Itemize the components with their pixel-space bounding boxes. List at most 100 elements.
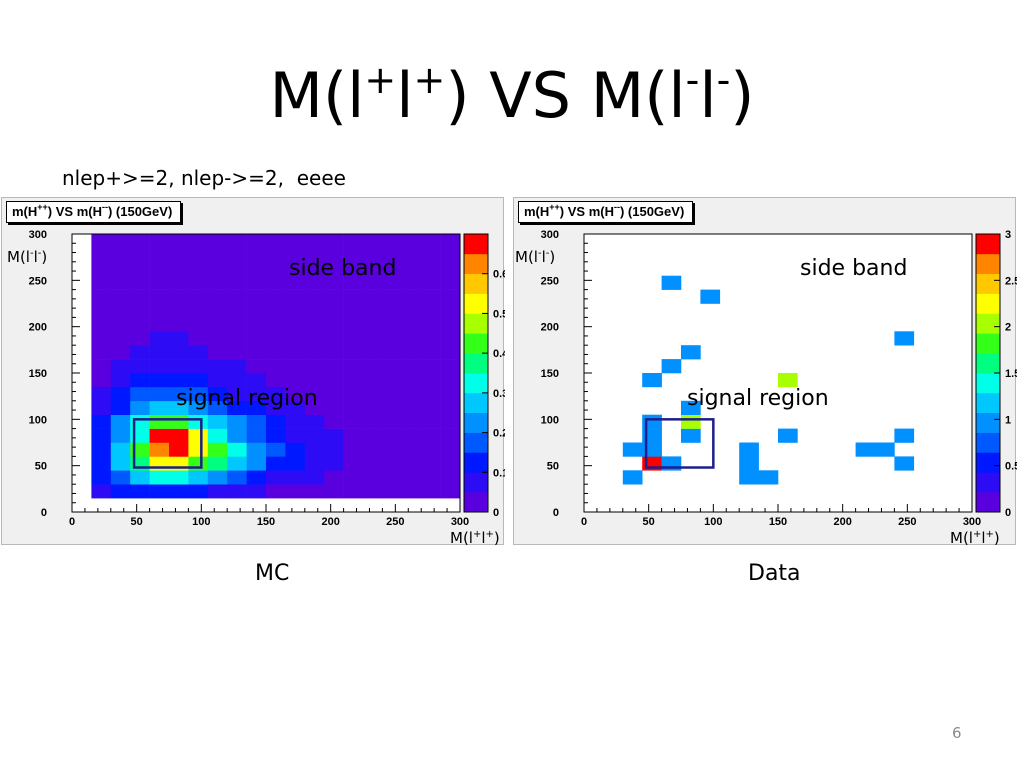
data-x-tick-label: 100 bbox=[704, 516, 722, 528]
mc-bin bbox=[401, 303, 422, 318]
mc-bin bbox=[246, 261, 267, 276]
mc-color-scale-band bbox=[464, 432, 488, 453]
mc-bin bbox=[324, 442, 344, 457]
mc-bin bbox=[227, 428, 247, 443]
data-bin bbox=[739, 442, 759, 457]
mc-bin bbox=[91, 373, 112, 388]
mc-bin bbox=[266, 289, 286, 304]
mc-bin bbox=[91, 261, 112, 276]
mc-bin bbox=[382, 373, 403, 388]
data-color-scale-band bbox=[976, 392, 1000, 414]
mc-bin bbox=[227, 303, 247, 318]
mc-bin bbox=[246, 359, 267, 374]
mc-color-scale-band bbox=[464, 234, 488, 255]
mc-bin bbox=[401, 359, 422, 374]
mc-bin bbox=[343, 247, 364, 263]
mc-z-tick-label: 0.2 bbox=[493, 428, 505, 440]
mc-z-tick-label: 0.1 bbox=[493, 467, 505, 479]
mc-bin bbox=[227, 442, 247, 457]
data-x-tick-label: 250 bbox=[898, 516, 916, 528]
mc-bin bbox=[382, 317, 403, 332]
mc-bin bbox=[227, 386, 247, 402]
data-signal-region-label: signal region bbox=[687, 386, 829, 411]
mc-bin bbox=[110, 289, 131, 304]
mc-bin bbox=[285, 317, 306, 332]
mc-bin bbox=[285, 373, 306, 388]
mc-bin bbox=[440, 386, 461, 402]
mc-bin bbox=[207, 470, 228, 485]
mc-bin bbox=[324, 428, 344, 443]
mc-bin bbox=[343, 289, 364, 304]
data-bin bbox=[700, 289, 721, 304]
mc-bin bbox=[188, 428, 209, 443]
mc-bin bbox=[421, 303, 441, 318]
mc-bin bbox=[266, 456, 286, 471]
mc-bin bbox=[188, 331, 209, 346]
mc-bin bbox=[304, 428, 325, 443]
mc-bin bbox=[207, 289, 228, 304]
mc-bin bbox=[169, 400, 189, 415]
mc-bin bbox=[149, 275, 170, 290]
mc-bin bbox=[382, 331, 403, 346]
mc-bin bbox=[130, 234, 150, 249]
mc-bin bbox=[363, 289, 383, 304]
mc-bin bbox=[343, 345, 364, 360]
mc-bin bbox=[382, 303, 403, 318]
data-caption: Data bbox=[748, 561, 801, 586]
mc-bin bbox=[421, 359, 441, 374]
mc-bin bbox=[110, 317, 131, 332]
mc-bin bbox=[343, 359, 364, 374]
data-z-tick-label: 1 bbox=[1005, 414, 1011, 426]
mc-bin bbox=[285, 400, 306, 415]
mc-bin bbox=[91, 386, 112, 402]
mc-bin bbox=[285, 261, 306, 276]
mc-bin bbox=[304, 470, 325, 485]
mc-x-tick-label: 50 bbox=[131, 516, 143, 528]
mc-y-tick-label: 200 bbox=[29, 322, 47, 334]
data-y-axis-label: M(l-l-) bbox=[515, 248, 556, 266]
mc-bin bbox=[440, 331, 461, 346]
mc-histogram-panel: 0 50 100 150 200 250 300 0 50 100 150 200 250 300 0 0.1… bbox=[1, 197, 505, 547]
mc-bin bbox=[169, 289, 189, 304]
mc-bin bbox=[149, 303, 170, 318]
mc-bin bbox=[130, 275, 150, 290]
mc-bin bbox=[169, 484, 189, 499]
mc-bin bbox=[304, 386, 325, 402]
data-bin bbox=[758, 470, 779, 485]
mc-bin bbox=[285, 234, 306, 249]
mc-bin bbox=[363, 317, 383, 332]
mc-bin bbox=[246, 484, 267, 499]
mc-histogram-title: m(H++) VS m(H--) (150GeV) bbox=[6, 201, 182, 223]
mc-bin bbox=[324, 317, 344, 332]
mc-bin bbox=[401, 289, 422, 304]
mc-bin bbox=[130, 261, 150, 276]
mc-bin bbox=[207, 428, 228, 443]
mc-bin bbox=[343, 373, 364, 388]
mc-y-axis-label: M(l-l-) bbox=[7, 248, 48, 266]
mc-bin bbox=[149, 373, 170, 388]
data-color-scale-band bbox=[976, 273, 1000, 294]
mc-color-scale-band bbox=[464, 452, 488, 473]
mc-bin bbox=[304, 456, 325, 471]
mc-bin bbox=[110, 331, 131, 346]
mc-bin bbox=[304, 261, 325, 276]
mc-bin bbox=[91, 275, 112, 290]
mc-bin bbox=[285, 386, 306, 402]
mc-bin bbox=[91, 414, 112, 429]
mc-bin bbox=[285, 359, 306, 374]
mc-color-scale-band bbox=[464, 293, 488, 314]
mc-bin bbox=[246, 470, 267, 485]
mc-bin bbox=[324, 373, 344, 388]
mc-color-scale-frame bbox=[463, 233, 489, 513]
mc-bin bbox=[246, 414, 267, 429]
mc-color-scale-band bbox=[464, 392, 488, 414]
mc-bin bbox=[324, 456, 344, 471]
mc-bin bbox=[149, 484, 170, 499]
mc-bin bbox=[363, 470, 383, 485]
mc-x-tick-label: 150 bbox=[257, 516, 275, 528]
mc-bin bbox=[227, 234, 247, 249]
data-color-scale-band bbox=[976, 293, 1000, 314]
mc-y-tick-label: 100 bbox=[29, 414, 47, 426]
mc-bin bbox=[169, 470, 189, 485]
mc-color-scale-band bbox=[464, 353, 488, 374]
